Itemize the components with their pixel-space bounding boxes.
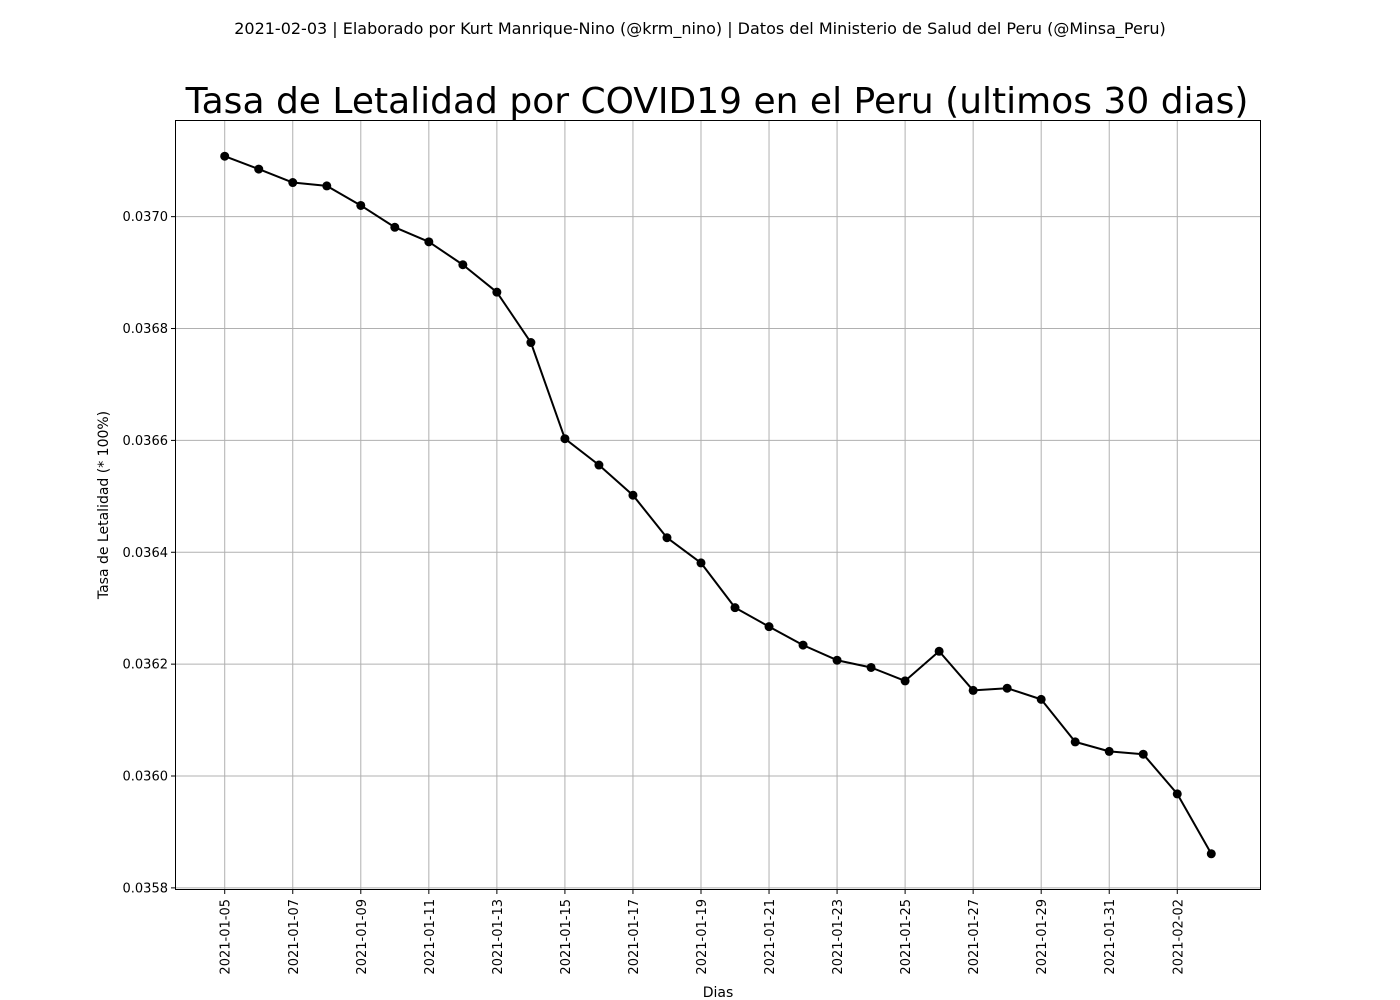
data-point-marker bbox=[798, 640, 808, 650]
data-point-marker bbox=[424, 237, 434, 247]
data-point-marker bbox=[968, 685, 978, 695]
x-tick-label: 2021-01-31 bbox=[1103, 899, 1118, 975]
y-tick-label: 0.0368 bbox=[123, 322, 169, 337]
data-point-marker bbox=[1070, 737, 1080, 747]
chart-title: Tasa de Letalidad por COVID19 en el Peru… bbox=[185, 81, 1249, 122]
x-tick-label: 2021-01-29 bbox=[1035, 899, 1050, 975]
plot-area-frame bbox=[175, 120, 1261, 890]
y-axis: 0.0358 0.0360 0.0362 0.0364 0.0366 0.0368 0.03… bbox=[123, 210, 176, 896]
data-point-marker bbox=[492, 287, 502, 297]
data-point-marker bbox=[764, 622, 774, 632]
data-point-marker bbox=[526, 338, 536, 348]
data-point-marker bbox=[662, 533, 672, 543]
grid-lines bbox=[176, 121, 1260, 889]
x-tick-label: 2021-01-21 bbox=[763, 899, 778, 975]
data-point-marker bbox=[628, 490, 638, 500]
data-point-marker bbox=[288, 178, 298, 188]
x-tick-label: 2021-01-13 bbox=[491, 899, 506, 975]
x-tick-label: 2021-01-25 bbox=[899, 899, 914, 975]
y-axis-label: Tasa de Letalidad (* 100%) bbox=[96, 411, 112, 600]
series-line bbox=[220, 151, 1216, 859]
data-point-marker bbox=[696, 558, 706, 568]
x-tick-label: 2021-01-23 bbox=[831, 899, 846, 975]
x-axis-label: Dias bbox=[703, 985, 734, 1000]
x-tick-label: 2021-01-15 bbox=[559, 899, 574, 975]
data-point-marker bbox=[934, 646, 944, 656]
data-point-marker bbox=[458, 260, 468, 270]
data-point-marker bbox=[1172, 789, 1182, 799]
x-tick-label: 2021-01-09 bbox=[355, 899, 370, 975]
x-tick-label: 2021-01-17 bbox=[627, 899, 642, 975]
x-tick-label: 2021-01-11 bbox=[423, 899, 438, 975]
data-point-marker bbox=[1104, 746, 1114, 756]
x-tick-label: 2021-01-05 bbox=[219, 899, 234, 975]
data-point-marker bbox=[594, 460, 604, 470]
data-point-marker bbox=[254, 164, 264, 174]
y-tick-label: 0.0370 bbox=[123, 210, 169, 225]
x-axis: 2021-01-05 2021-01-07 2021-01-09 2021-01-11… bbox=[219, 889, 1186, 975]
x-tick-label: 2021-01-27 bbox=[967, 899, 982, 975]
x-tick-label: 2021-02-02 bbox=[1171, 899, 1186, 975]
data-point-marker bbox=[1138, 749, 1148, 759]
data-point-marker bbox=[730, 603, 740, 613]
y-tick-label: 0.0366 bbox=[123, 434, 169, 449]
x-tick-label: 2021-01-07 bbox=[287, 899, 302, 975]
y-tick-label: 0.0360 bbox=[123, 770, 169, 785]
data-point-marker bbox=[866, 662, 876, 672]
data-point-marker bbox=[390, 222, 400, 232]
data-point-marker bbox=[900, 676, 910, 686]
data-point-marker bbox=[220, 151, 230, 161]
data-point-marker bbox=[322, 181, 332, 191]
data-point-marker bbox=[1036, 694, 1046, 704]
data-point-marker bbox=[560, 434, 570, 444]
data-point-marker bbox=[1002, 683, 1012, 693]
data-point-marker bbox=[356, 200, 366, 210]
x-tick-label: 2021-01-19 bbox=[695, 899, 710, 975]
data-point-marker bbox=[1206, 849, 1216, 859]
y-tick-label: 0.0362 bbox=[123, 658, 169, 673]
y-tick-label: 0.0358 bbox=[123, 881, 169, 896]
series-line-path bbox=[224, 155, 1213, 855]
y-tick-label: 0.0364 bbox=[123, 546, 169, 561]
chart-header-credits: 2021-02-03 | Elaborado por Kurt Manrique… bbox=[234, 19, 1166, 39]
data-point-marker bbox=[832, 655, 842, 665]
